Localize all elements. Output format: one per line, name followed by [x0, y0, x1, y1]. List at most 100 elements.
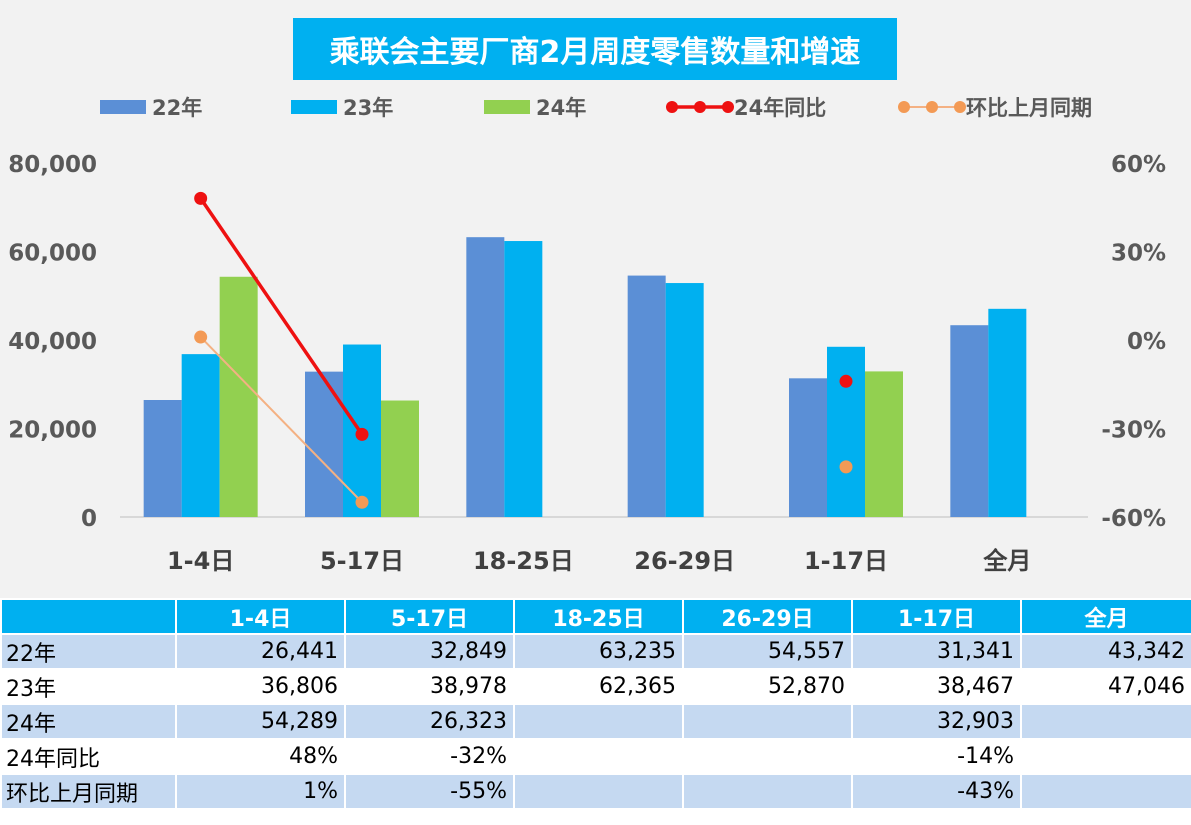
data-table: 1-4日 5-17日 18-25日 26-29日 1-17日 全月 22年 26…	[0, 598, 1191, 810]
y-left-tick-label: 60,000	[8, 241, 97, 267]
bar-23	[827, 346, 865, 517]
legend-23-swatch	[291, 100, 337, 114]
y-left-tick-label: 80,000	[8, 152, 97, 178]
table-cell: 36,806	[175, 668, 346, 705]
legend-yoy-label: 24年同比	[734, 96, 826, 120]
table-cell: 1%	[175, 773, 346, 810]
y-left-tick-label: 20,000	[8, 418, 97, 444]
x-tick-label: 全月	[982, 547, 1031, 575]
table-cell: -43%	[851, 773, 1022, 810]
legend-mom-marker	[926, 101, 938, 113]
table-row: 22年 26,441 32,849 63,235 54,557 31,341 4…	[0, 633, 1191, 670]
x-tick-label: 26-29日	[634, 547, 735, 575]
y-left-tick-label: 0	[81, 506, 97, 532]
table-cell	[1020, 773, 1191, 810]
point-mom	[194, 330, 208, 344]
legend-mom-marker	[954, 101, 966, 113]
table-row: 24年同比 48% -32% -14%	[0, 738, 1191, 775]
legend-mom-marker	[898, 101, 910, 113]
table-row-label: 23年	[0, 668, 177, 705]
table-cell	[1020, 738, 1191, 775]
table-row-label: 22年	[0, 633, 177, 670]
chart-svg: 乘联会主要厂商2月周度零售数量和增速 22年 23年 24年 24年同比 环比上月同期 …	[8, 18, 1166, 575]
point-yoy	[194, 191, 208, 205]
line-yoy-segment	[199, 197, 364, 436]
table-header-cell: 1-17日	[851, 598, 1022, 635]
table-cell: -32%	[344, 738, 515, 775]
table-row: 环比上月同期 1% -55% -43%	[0, 773, 1191, 810]
point-mom	[355, 495, 369, 509]
legend-24-swatch	[484, 100, 530, 114]
table-cell	[513, 738, 684, 775]
legend-24-label: 24年	[536, 96, 586, 120]
legend-23-label: 23年	[343, 96, 393, 120]
table-row-label: 24年同比	[0, 738, 177, 775]
bar-22	[627, 275, 666, 517]
table-row: 23年 36,806 38,978 62,365 52,870 38,467 4…	[0, 668, 1191, 705]
table-header-cell: 1-4日	[175, 598, 346, 635]
table-cell: 47,046	[1020, 668, 1191, 705]
table-cell: 54,557	[682, 633, 853, 670]
chart-lines	[194, 191, 853, 509]
legend-mom-label: 环比上月同期	[966, 96, 1092, 120]
table-cell	[513, 703, 684, 740]
table-header-cell: 26-29日	[682, 598, 853, 635]
table-header-cell	[0, 598, 177, 635]
table-cell: -55%	[344, 773, 515, 810]
point-yoy	[355, 427, 369, 441]
bar-22	[789, 378, 827, 517]
chart-axes: 0 20,000 40,000 60,000 80,000 -60% -30% 0% 30% 60…	[8, 152, 1166, 575]
bar-24	[219, 276, 258, 517]
y-right-tick-label: 30%	[1111, 241, 1166, 267]
chart-title: 乘联会主要厂商2月周度零售数量和增速	[330, 35, 861, 70]
legend-yoy-marker	[722, 101, 734, 113]
legend-yoy-marker	[666, 101, 678, 113]
table-header-row: 1-4日 5-17日 18-25日 26-29日 1-17日 全月	[0, 598, 1191, 635]
y-right-tick-label: 0%	[1127, 329, 1166, 355]
bar-22	[950, 325, 989, 517]
table-row: 24年 54,289 26,323 32,903	[0, 703, 1191, 740]
bar-23	[665, 283, 704, 517]
table-cell	[513, 773, 684, 810]
bar-23	[504, 241, 543, 517]
line-mom-segment	[199, 336, 363, 503]
table-cell: 52,870	[682, 668, 853, 705]
chart-bars	[143, 237, 1027, 517]
legend-22-label: 22年	[152, 96, 202, 120]
bar-22	[305, 371, 343, 517]
table-cell: -14%	[851, 738, 1022, 775]
table-cell	[682, 703, 853, 740]
x-tick-label: 1-17日	[804, 547, 888, 575]
chart-title-background	[293, 18, 897, 80]
table-header-cell: 全月	[1020, 598, 1191, 635]
table-header-cell: 18-25日	[513, 598, 684, 635]
x-tick-label: 18-25日	[473, 547, 574, 575]
y-right-tick-label: 60%	[1111, 152, 1166, 178]
table-cell	[1020, 703, 1191, 740]
table-cell: 32,849	[344, 633, 515, 670]
y-left-tick-label: 40,000	[8, 329, 97, 355]
y-right-tick-label: -30%	[1101, 418, 1166, 444]
table-row-label: 环比上月同期	[0, 773, 177, 810]
bar-23	[181, 354, 220, 517]
table-cell: 43,342	[1020, 633, 1191, 670]
bar-22	[466, 237, 505, 517]
table-cell: 26,323	[344, 703, 515, 740]
x-tick-label: 5-17日	[320, 547, 404, 575]
table-cell: 38,978	[344, 668, 515, 705]
table-header-cell: 5-17日	[344, 598, 515, 635]
x-tick-label: 1-4日	[167, 547, 234, 575]
bar-24	[865, 371, 903, 517]
table-cell	[682, 738, 853, 775]
point-yoy	[839, 374, 853, 388]
table-cell: 48%	[175, 738, 346, 775]
table-cell	[682, 773, 853, 810]
table-cell: 38,467	[851, 668, 1022, 705]
bar-22	[143, 399, 182, 517]
y-right-tick-label: -60%	[1101, 506, 1166, 532]
bar-24	[381, 400, 419, 517]
table-cell: 63,235	[513, 633, 684, 670]
table-cell: 32,903	[851, 703, 1022, 740]
table-cell: 62,365	[513, 668, 684, 705]
chart-area: 乘联会主要厂商2月周度零售数量和增速 22年 23年 24年 24年同比 环比上月同期 …	[0, 0, 1191, 598]
